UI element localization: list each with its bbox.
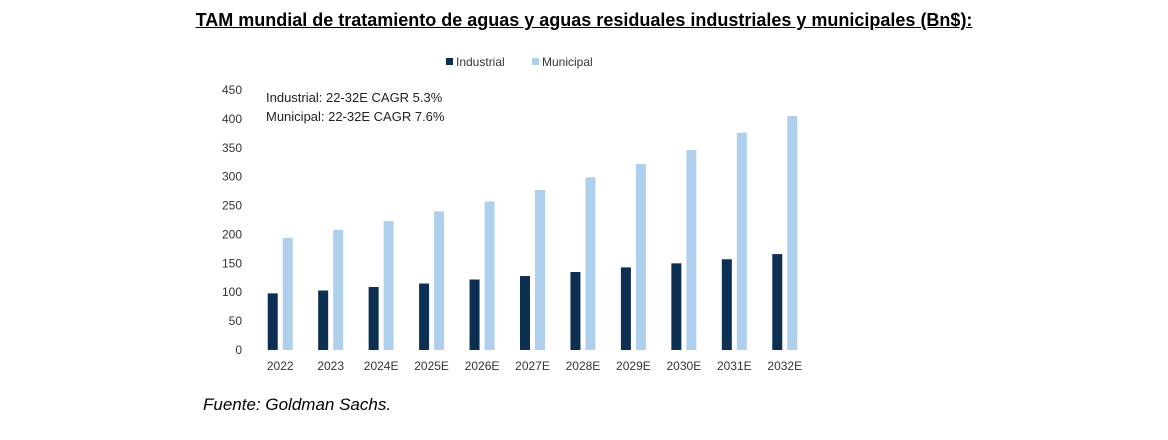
bar-municipal-2027E xyxy=(535,189,545,350)
y-tick-label-3: 150 xyxy=(222,256,242,270)
bar-municipal-2030E xyxy=(686,150,697,350)
legend-swatch-municipal xyxy=(532,58,539,65)
x-tick-label-7: 2029E xyxy=(616,359,651,373)
bar-industrial-2027E xyxy=(520,276,530,350)
bar-municipal-2029E xyxy=(635,163,646,350)
bar-industrial-2030E xyxy=(671,263,682,350)
y-tick-label-7: 350 xyxy=(222,141,242,155)
x-tick-label-5: 2027E xyxy=(515,359,550,373)
legend-label-municipal: Municipal xyxy=(542,55,593,69)
x-tick-label-3: 2025E xyxy=(414,359,449,373)
bar-industrial-2022 xyxy=(267,293,278,350)
bar-industrial-2025E xyxy=(419,283,430,350)
bar-municipal-2024E xyxy=(383,221,394,350)
legend-label-industrial: Industrial xyxy=(456,55,505,69)
x-tick-label-0: 2022 xyxy=(267,359,294,373)
bar-industrial-2029E xyxy=(620,267,631,350)
annotations: Industrial: 22-32E CAGR 5.3% Municipal: 2… xyxy=(266,90,445,124)
bar-municipal-2025E xyxy=(434,211,445,350)
bar-industrial-2026E xyxy=(469,279,480,350)
bar-municipal-2028E xyxy=(585,177,596,350)
x-tick-label-9: 2031E xyxy=(717,359,752,373)
bars xyxy=(267,116,798,350)
y-axis: 0 50 100 150 200 250 300 350 400 450 xyxy=(222,83,242,357)
annotation-1: Municipal: 22-32E CAGR 7.6% xyxy=(266,109,445,124)
x-tick-label-4: 2026E xyxy=(465,359,500,373)
y-tick-label-9: 450 xyxy=(222,83,242,97)
y-tick-label-2: 100 xyxy=(222,285,242,299)
y-tick-label-0: 0 xyxy=(235,343,242,357)
x-tick-label-8: 2030E xyxy=(667,359,702,373)
x-tick-label-6: 2028E xyxy=(566,359,601,373)
annotation-0: Industrial: 22-32E CAGR 5.3% xyxy=(266,90,443,105)
y-tick-label-6: 300 xyxy=(222,170,242,184)
x-tick-label-1: 2023 xyxy=(317,359,344,373)
y-tick-label-1: 50 xyxy=(229,314,243,328)
bar-municipal-2031E xyxy=(736,132,747,350)
y-tick-label-4: 200 xyxy=(222,227,242,241)
chart-title: TAM mundial de tratamiento de aguas y ag… xyxy=(195,10,973,30)
bar-industrial-2032E xyxy=(772,254,783,350)
y-tick-label-5: 250 xyxy=(222,199,242,213)
bar-industrial-2024E xyxy=(368,287,379,350)
y-tick-label-8: 400 xyxy=(222,112,242,126)
bar-municipal-2026E xyxy=(484,201,495,350)
bar-industrial-2031E xyxy=(721,259,732,350)
bar-industrial-2028E xyxy=(570,272,581,350)
x-tick-label-10: 2032E xyxy=(767,359,802,373)
bar-chart: Industrial Municipal Industrial: 22-32E C… xyxy=(222,55,802,373)
legend: Industrial Municipal xyxy=(446,55,593,69)
bar-municipal-2023 xyxy=(333,229,344,350)
bar-industrial-2023 xyxy=(318,290,329,350)
bar-municipal-2022 xyxy=(282,237,293,350)
legend-swatch-industrial xyxy=(446,58,453,65)
source-note: Fuente: Goldman Sachs. xyxy=(203,395,392,414)
bar-municipal-2032E xyxy=(787,116,798,350)
x-tick-label-2: 2024E xyxy=(364,359,399,373)
x-axis: 2022 2023 2024E 2025E 2026E 2027E 2028E 2029E 20… xyxy=(267,359,802,373)
